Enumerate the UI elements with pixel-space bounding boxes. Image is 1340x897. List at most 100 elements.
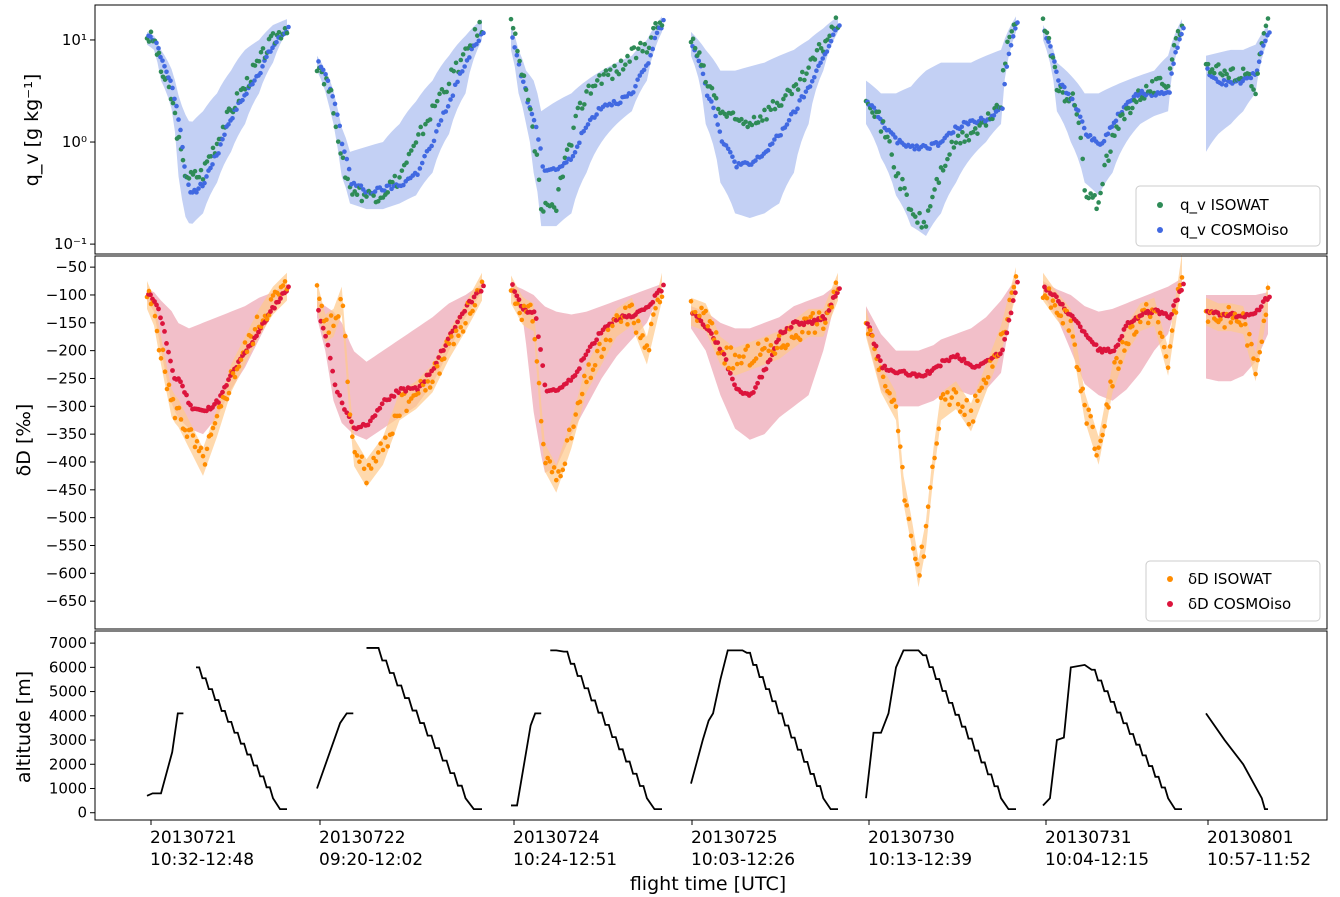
qv-isowat-point [1096,200,1101,205]
dd-isowat-point [588,375,594,381]
qv-cosmo-point [154,40,159,46]
qv-isowat-point [244,75,250,81]
qv-isowat-point [371,193,376,198]
qv-cosmo-point [182,164,187,169]
qv-isowat-point [575,105,581,111]
dd-isowat-point [338,296,343,302]
qv-cosmo-point [650,46,656,52]
dd-isowat-point [460,329,466,334]
dd-cosmo-point [776,337,781,342]
qv-isowat-point [260,46,266,51]
dd-isowat-point [184,434,190,440]
qv-isowat-point [1226,75,1232,81]
dd-isowat-point [371,455,376,461]
qv-cosmo-point [1087,133,1093,138]
dd-isowat-point [705,323,711,329]
qv-cosmo-point [178,127,183,133]
qv-isowat-point [453,60,459,66]
qv-isowat-point [625,53,630,59]
dd-isowat-point [378,441,383,446]
qv-cosmo-point [594,112,599,117]
dd-cosmo-point [1008,310,1014,316]
dd-cosmo-point [330,368,336,374]
qv-isowat-point [560,174,566,180]
qv-isowat-point [420,131,426,137]
dd-cosmo-point [709,331,714,336]
dd-isowat-point [543,460,548,466]
qv-cosmo-point [1008,42,1014,48]
dd-isowat-point [1242,321,1248,327]
qv-isowat-point [701,63,706,68]
qv-isowat-point [582,102,587,107]
qv-isowat-point [1211,70,1217,76]
qv-isowat-point [697,50,702,55]
qv-isowat-point [951,145,957,150]
qv-cosmo-point [641,67,647,73]
qv-spread-band [317,19,482,210]
flight-group [144,272,291,476]
qv-isowat-point [758,114,763,119]
qv-isowat-point [651,25,656,31]
qv-isowat-point [390,179,395,185]
dd-cosmo-point [455,319,460,325]
dd-isowat-point [915,561,920,567]
dd-cosmo-point [318,318,324,324]
dd-spread-band [866,278,1016,407]
qv-cosmo-point [467,55,472,60]
qv-cosmo-point [1075,108,1081,113]
qv-spread-band [866,16,1016,237]
qv-isowat-point [825,37,830,42]
dd-isowat-point [472,302,478,308]
dd-cosmo-point [753,385,758,390]
qv-cosmo-point [609,102,615,108]
dd-isowat-point [1147,314,1153,320]
dd-cosmo-point [272,305,277,311]
dd-cosmo-point [1015,279,1020,285]
qv-cosmo-point [1258,50,1264,56]
qv-isowat-point [923,224,929,229]
qv-cosmo-point [795,106,800,111]
dd-isowat-point [1165,365,1171,370]
qv-isowat-point [802,77,807,83]
dd-isowat-point [232,374,238,380]
dd-isowat-point [551,465,557,470]
dd-cosmo-point [1258,304,1264,310]
dd-isowat-point [1173,310,1179,315]
dd-isowat-point [806,330,811,336]
dd-isowat-point [282,279,288,284]
dd-isowat-point [176,405,182,411]
qv-cosmo-point [358,183,364,188]
dd-isowat-point [236,364,242,369]
qv-cosmo-point [950,130,956,135]
dd-isowat-point [1046,286,1052,291]
qv-isowat-point [562,155,568,161]
qv-cosmo-point [332,101,338,107]
dd-cosmo-point [1115,342,1121,348]
dd-isowat-point [404,408,409,414]
dd-cosmo-point [220,389,225,395]
dd-isowat-point [923,523,929,529]
qv-cosmo-point [325,78,331,84]
dd-isowat-point [178,417,184,422]
dd-isowat-point [254,314,260,320]
dd-isowat-point [156,347,162,353]
flight-group [1040,253,1186,465]
plot-frame [94,255,1328,630]
qv-isowat-point [966,137,972,143]
qv-isowat-point [1052,64,1058,70]
dd-isowat-point [238,357,244,363]
dd-isowat-point [882,383,888,389]
dd-isowat-point [226,390,232,396]
qv-isowat-point [783,93,788,98]
qv-isowat-point [972,126,978,131]
dd-isowat-point [449,334,454,339]
qv-cosmo-point [1066,91,1071,97]
dd-isowat-point [768,342,774,348]
dd-cosmo-point [216,400,221,405]
qv-cosmo-point [709,99,714,104]
qv-isowat-point [564,147,570,152]
qv-cosmo-point [914,143,920,149]
dd-isowat-point [810,310,816,316]
y-tick-label: 5000 [49,683,87,701]
qv-cosmo-point [1267,30,1272,35]
